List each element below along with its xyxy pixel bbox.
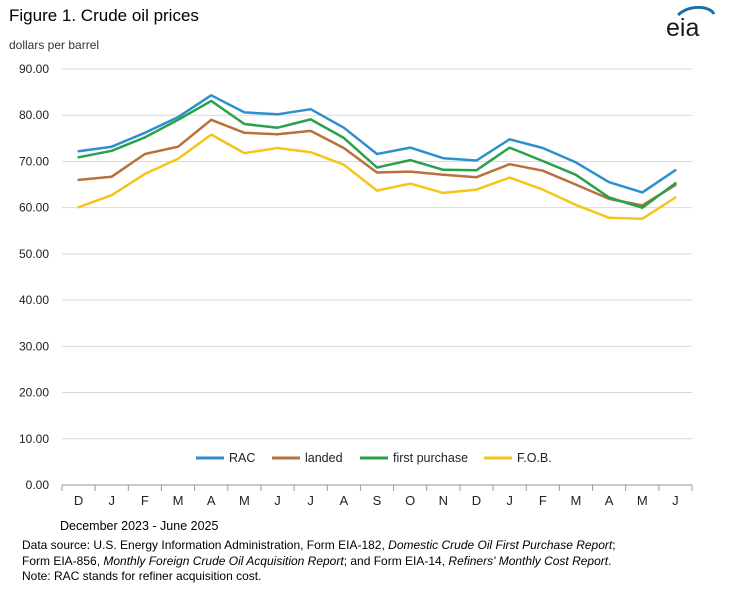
legend-label: landed	[305, 451, 343, 465]
x-tick-label: J	[506, 493, 513, 508]
x-axis-title: December 2023 - June 2025	[60, 519, 219, 533]
x-tick-label: A	[605, 493, 614, 508]
series-line-f-o-b	[77, 133, 677, 221]
x-tick-label: A	[340, 493, 349, 508]
x-tick-label: J	[307, 493, 314, 508]
x-tick-label: O	[405, 493, 415, 508]
x-tick-label: M	[637, 493, 648, 508]
x-tick-label: M	[571, 493, 582, 508]
x-tick-label: J	[274, 493, 281, 508]
y-tick-label: 10.00	[19, 432, 49, 446]
legend-label: first purchase	[393, 451, 468, 465]
logo-text: eia	[666, 14, 699, 40]
legend-label: RAC	[229, 451, 255, 465]
source-line-1: Data source: U.S. Energy Information Adm…	[22, 538, 616, 552]
series-line-landed	[77, 118, 677, 207]
x-tick-label: S	[373, 493, 382, 508]
x-tick-label: F	[141, 493, 149, 508]
x-tick-label: M	[173, 493, 184, 508]
y-tick-label: 90.00	[19, 62, 49, 76]
y-axis-unit-label: dollars per barrel	[9, 38, 100, 52]
x-tick-label: J	[108, 493, 115, 508]
source-notes: Data source: U.S. Energy Information Adm…	[22, 538, 722, 585]
series-line-first-purchase	[77, 99, 677, 209]
source-line-2: Form EIA-856, Monthly Foreign Crude Oil …	[22, 553, 612, 568]
y-tick-label: 70.00	[19, 154, 49, 168]
legend-label: F.O.B.	[517, 451, 552, 465]
x-tick-label: N	[439, 493, 448, 508]
x-tick-label: D	[472, 493, 481, 508]
chart-title: Figure 1. Crude oil prices	[9, 6, 199, 25]
series-line-rac	[77, 94, 677, 194]
x-tick-label: A	[207, 493, 216, 508]
x-tick-label: M	[239, 493, 250, 508]
x-tick-label: J	[672, 493, 679, 508]
x-tick-label: D	[74, 493, 83, 508]
y-tick-label: 60.00	[19, 201, 49, 215]
y-tick-label: 50.00	[19, 247, 49, 261]
y-tick-label: 80.00	[19, 108, 49, 122]
note-line: Note: RAC stands for refiner acquisition…	[22, 569, 262, 583]
eia-logo: eia	[666, 6, 716, 40]
y-tick-label: 30.00	[19, 339, 49, 353]
y-tick-label: 20.00	[19, 386, 49, 400]
y-tick-label: 40.00	[19, 293, 49, 307]
y-tick-label: 0.00	[26, 478, 50, 492]
x-tick-label: F	[539, 493, 547, 508]
